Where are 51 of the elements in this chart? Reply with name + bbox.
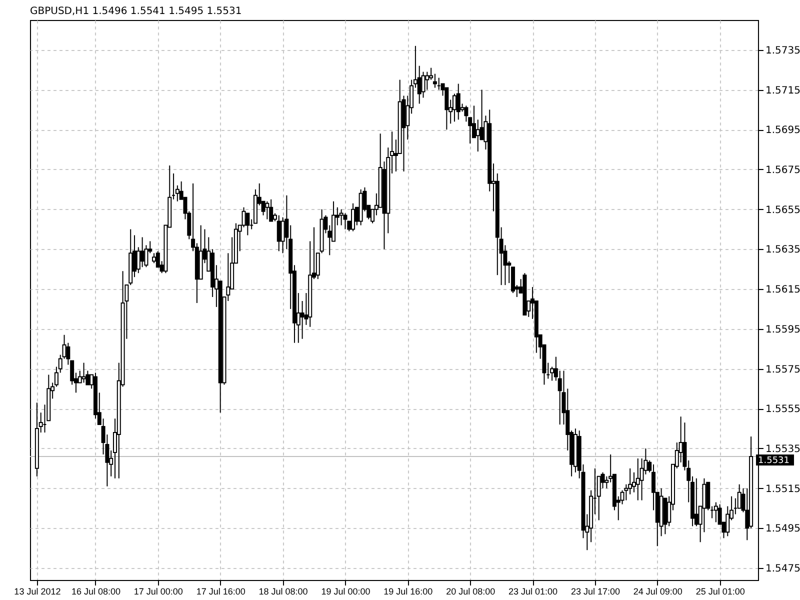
x-tick-label: 18 Jul 08:00: [258, 586, 308, 596]
candlestick: [140, 236, 144, 268]
candlestick: [269, 198, 274, 222]
candlestick: [152, 252, 156, 264]
y-tick-label: 1.5735: [766, 45, 800, 56]
candlestick: [339, 208, 344, 226]
candlestick: [246, 212, 250, 236]
candlestick: [82, 362, 86, 384]
x-tick-label: 24 Jul 09:00: [633, 586, 682, 596]
candlestick: [425, 71, 430, 90]
y-tick-label: 1.5515: [766, 484, 800, 495]
candlestick: [464, 105, 468, 122]
candlestick: [351, 202, 356, 232]
candlestick: [276, 214, 281, 252]
candlestick: [636, 458, 640, 501]
y-tick-label: 1.5715: [766, 85, 800, 96]
candlestick: [242, 206, 246, 228]
y-tick-label: 1.5675: [766, 164, 800, 176]
candlestick: [714, 502, 718, 523]
x-tick-label: 19 Jul 00:00: [321, 586, 370, 596]
candlestick: [702, 478, 706, 533]
x-tick-label: 19 Jul 16:00: [384, 586, 433, 596]
y-tick-label: 1.5635: [766, 244, 800, 256]
x-tick-label: 13 Jul 2012: [14, 586, 61, 596]
candlestick: [265, 200, 270, 220]
x-tick-label: 16 Jul 08:00: [71, 586, 121, 596]
y-tick-label: 1.5495: [766, 524, 800, 535]
candlestick: [343, 212, 348, 230]
chart-title: GBPUSD,H1 1.5496 1.5541 1.5495 1.5531: [30, 6, 242, 17]
y-tick-label: 1.5655: [766, 204, 800, 216]
y-tick-label: 1.5555: [766, 404, 800, 416]
candlestick: [456, 83, 460, 120]
y-tick-label: 1.5475: [766, 564, 800, 575]
candlestick: [452, 93, 456, 122]
y-tick-label: 1.5695: [766, 125, 800, 136]
x-tick-label: 23 Jul 01:00: [508, 586, 558, 596]
candlestick: [694, 478, 698, 527]
candlestick: [476, 119, 480, 152]
candlestick: [432, 73, 437, 88]
y-tick-label: 1.5615: [766, 284, 800, 296]
x-tick-label: 25 Jul 01:00: [696, 586, 745, 596]
x-tick-label: 17 Jul 00:00: [134, 586, 183, 596]
candlestick: [444, 87, 449, 130]
y-tick-label: 1.5535: [766, 444, 800, 455]
candlestick: [550, 366, 554, 382]
ref-line-label: 1.5531: [758, 456, 790, 466]
x-tick-label: 20 Jul 08:00: [446, 586, 496, 596]
x-tick-label: 23 Jul 17:00: [570, 586, 620, 596]
y-tick-label: 1.5575: [766, 364, 800, 376]
x-tick-label: 17 Jul 16:00: [196, 586, 246, 596]
y-tick-label: 1.5595: [766, 324, 800, 336]
